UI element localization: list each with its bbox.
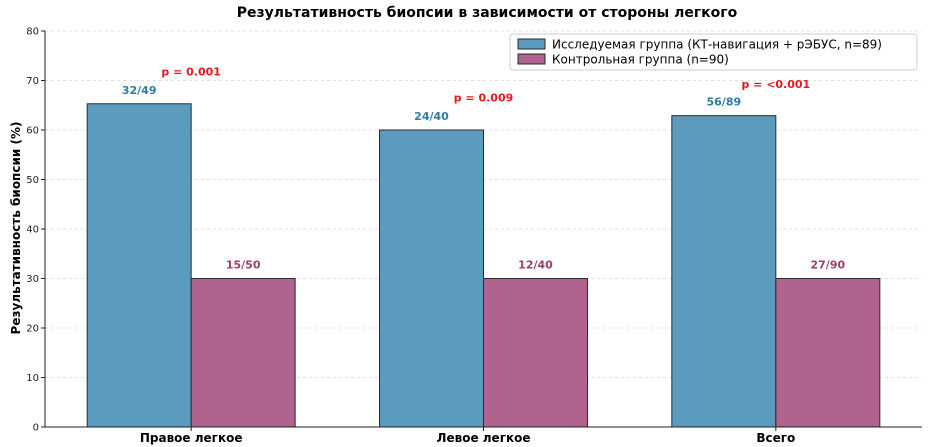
- legend-swatch: [517, 38, 546, 50]
- x-tick-label: Левое легкое: [437, 431, 531, 445]
- x-axis-ticks: Правое легкое Левое легкое Всего: [140, 427, 795, 445]
- legend-swatch: [517, 53, 546, 65]
- y-tick-label: 80: [26, 27, 39, 38]
- y-tick-label: 20: [26, 324, 39, 335]
- bar-value-label: 27/90: [811, 259, 846, 272]
- bar-value-label: 24/40: [414, 110, 449, 123]
- y-tick-label: 0: [33, 423, 39, 434]
- bar-study: [671, 115, 777, 428]
- legend: Исследуемая группа (КТ-навигация + рЭБУС…: [509, 33, 918, 71]
- y-tick-label: 60: [26, 126, 39, 137]
- legend-label: Исследуемая группа (КТ-навигация + рЭБУС…: [552, 38, 882, 52]
- y-tick-label: 40: [26, 225, 39, 236]
- p-value-label: p = 0.001: [161, 66, 221, 79]
- y-axis-ticks: 0 10 20 30 40 50 60 70 80: [26, 27, 45, 434]
- x-tick-label: Правое легкое: [140, 431, 243, 445]
- bar-study: [379, 129, 484, 428]
- legend-label: Контрольная группа (n=90): [552, 53, 729, 67]
- p-value-label: p = <0.001: [741, 78, 810, 91]
- bar-study: [86, 103, 192, 428]
- bar-value-label: 32/49: [122, 84, 157, 97]
- bar-labels: 32/49 15/50 24/40 12/40 56/89 27/90: [122, 84, 846, 272]
- x-tick-label: Всего: [756, 431, 795, 445]
- bars: [86, 103, 881, 428]
- y-tick-label: 70: [26, 76, 39, 87]
- y-tick-label: 10: [26, 373, 39, 384]
- bar-value-label: 15/50: [226, 259, 261, 272]
- bar-control: [483, 278, 588, 428]
- legend-box: [509, 33, 918, 71]
- y-tick-label: 50: [26, 175, 39, 186]
- y-tick-label: 30: [26, 274, 39, 285]
- p-value-label: p = 0.009: [454, 91, 514, 104]
- bar-value-label: 12/40: [518, 259, 553, 272]
- y-axis-label: Результативность биопсии (%): [9, 122, 23, 335]
- bar-control: [775, 278, 881, 428]
- p-value-annotations: p = 0.001 p = 0.009 p = <0.001: [161, 66, 810, 105]
- chart-title: Результативность биопсии в зависимости о…: [237, 5, 738, 21]
- bar-value-label: 56/89: [707, 96, 742, 109]
- bar-control: [190, 278, 296, 428]
